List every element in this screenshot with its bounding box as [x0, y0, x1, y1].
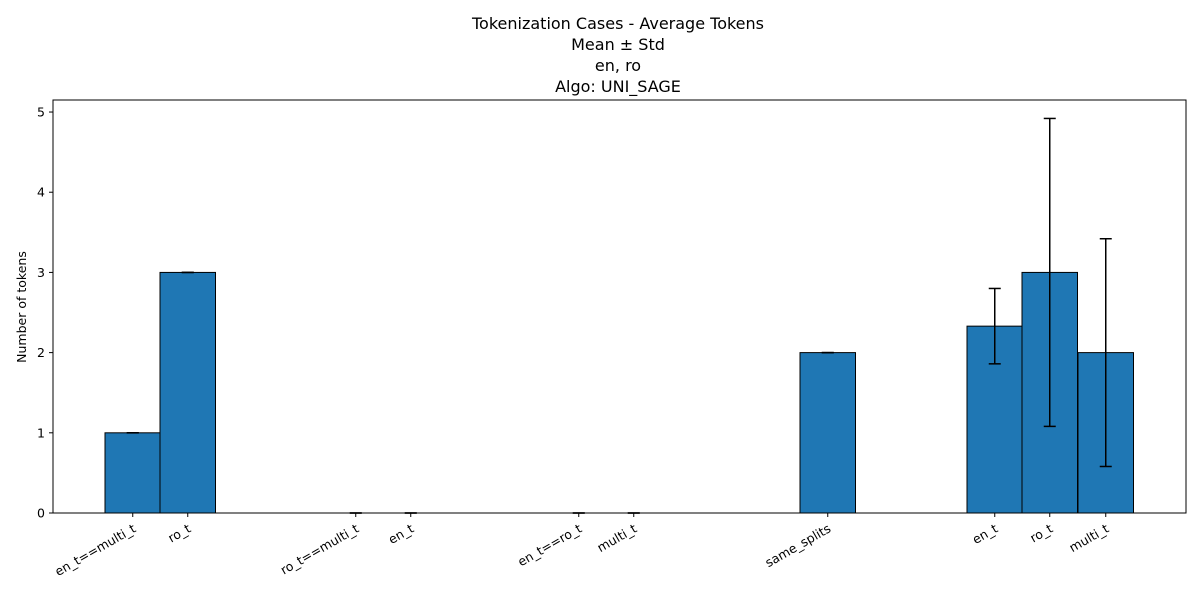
y-tick-label-0: 0	[37, 506, 45, 521]
error-bar-7	[988, 287, 1001, 365]
x-tick-label-6: same_splits	[762, 521, 833, 571]
error-bars	[126, 117, 1112, 514]
error-bar-8	[1043, 117, 1056, 428]
y-tick-label-3: 3	[37, 265, 45, 280]
y-tick-label-2: 2	[37, 345, 45, 360]
bars	[104, 271, 1134, 514]
y-axis-label: Number of tokens	[14, 251, 29, 363]
chart-title-line-1: Tokenization Cases - Average Tokens	[471, 14, 764, 33]
x-tick-label-9: multi_t	[1066, 521, 1111, 556]
x-tick-label-3: en_t	[386, 521, 417, 547]
bar-6	[799, 352, 856, 514]
x-tick-label-8: ro_t	[1027, 521, 1055, 546]
error-bar-9	[1099, 237, 1112, 468]
chart-title-line-4: Algo: UNI_SAGE	[555, 77, 681, 97]
x-tick-label-5: multi_t	[594, 521, 639, 556]
chart-title-line-3: en, ro	[595, 56, 641, 75]
x-tick-label-4: en_t==ro_t	[515, 521, 584, 570]
x-tick-label-1: ro_t	[165, 521, 193, 546]
x-tick-label-0: en_t==multi_t	[52, 521, 138, 579]
bar-0	[104, 432, 161, 514]
chart-title-line-2: Mean ± Std	[571, 35, 665, 54]
x-tick-label-2: ro_t==multi_t	[278, 521, 362, 578]
y-axis-ticks: 0 1 2 3 4 5	[37, 105, 53, 521]
y-tick-label-5: 5	[37, 105, 45, 120]
y-tick-label-4: 4	[37, 185, 45, 200]
plot-frame	[52, 99, 1187, 514]
x-axis-ticks: en_t==multi_t ro_t ro_t==multi_t en_t en_t==…	[52, 513, 1111, 579]
y-tick-label-1: 1	[37, 425, 45, 440]
chart-title: Tokenization Cases - Average Tokens Mean…	[471, 14, 764, 97]
x-tick-label-7: en_t	[970, 521, 1001, 547]
bar-1	[159, 271, 216, 514]
